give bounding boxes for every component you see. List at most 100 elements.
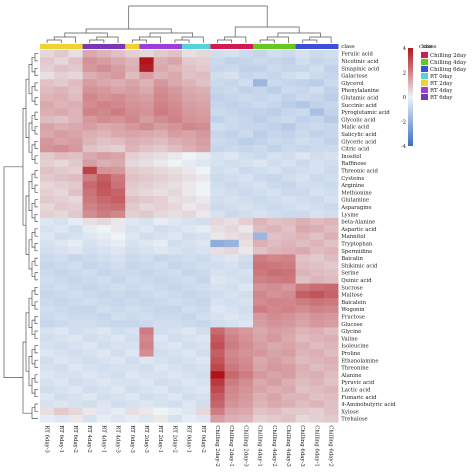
heatmap-cell bbox=[82, 203, 98, 211]
heatmap-cell bbox=[153, 261, 169, 270]
heatmap-cell bbox=[253, 108, 268, 116]
heatmap-cell bbox=[295, 203, 311, 211]
heatmap-cell bbox=[196, 57, 211, 65]
heatmap-cell bbox=[253, 86, 268, 95]
heatmap-cell bbox=[111, 130, 126, 138]
heatmap-cell bbox=[324, 232, 339, 241]
heatmap-cell bbox=[238, 269, 254, 277]
heatmap-cell bbox=[295, 232, 311, 241]
heatmap-cell bbox=[139, 312, 154, 321]
heatmap-cell bbox=[253, 174, 268, 182]
heatmap-cell bbox=[40, 217, 55, 226]
heatmap-cell bbox=[196, 232, 211, 241]
heatmap-cell bbox=[125, 181, 140, 189]
heatmap-cell bbox=[309, 371, 325, 379]
heatmap-cell bbox=[210, 378, 225, 387]
class-legend-swatch bbox=[421, 52, 428, 58]
heatmap-cell bbox=[210, 144, 225, 153]
heatmap-cell bbox=[196, 152, 211, 160]
heatmap-cell bbox=[210, 86, 225, 95]
heatmap-cell bbox=[68, 123, 83, 131]
heatmap-cell bbox=[309, 334, 325, 343]
heatmap-cell bbox=[238, 312, 254, 321]
heatmap-cell bbox=[196, 349, 211, 357]
heatmap-cell bbox=[210, 196, 225, 204]
heatmap-cell bbox=[196, 363, 211, 372]
heatmap-cell bbox=[68, 283, 83, 292]
heatmap-cell bbox=[238, 247, 254, 255]
heatmap-cell bbox=[82, 93, 98, 102]
heatmap-cell bbox=[196, 79, 211, 87]
heatmap-cell bbox=[210, 349, 225, 357]
heatmap-cell bbox=[125, 64, 140, 73]
heatmap-cell bbox=[153, 334, 169, 343]
heatmap-cell bbox=[167, 159, 183, 168]
heatmap-cell bbox=[68, 232, 83, 241]
heatmap-cell bbox=[68, 159, 83, 168]
heatmap-cell bbox=[125, 196, 140, 204]
dendrogram-branch bbox=[25, 195, 29, 255]
heatmap-cell bbox=[167, 57, 183, 65]
heatmap-cell bbox=[196, 261, 211, 270]
heatmap-cell bbox=[82, 101, 98, 109]
heatmap-cell bbox=[309, 203, 325, 211]
dendrogram-branch bbox=[64, 32, 108, 37]
class-legend-label: RT 0day bbox=[430, 74, 453, 80]
heatmap-cell bbox=[125, 152, 140, 160]
heatmap-cell bbox=[210, 312, 225, 321]
heatmap-cell bbox=[40, 247, 55, 255]
heatmap-cell bbox=[253, 393, 268, 401]
heatmap-cell bbox=[82, 269, 98, 277]
heatmap-cell bbox=[153, 407, 169, 416]
heatmap-cell bbox=[295, 174, 311, 182]
heatmap-cell bbox=[125, 203, 140, 211]
heatmap-cell bbox=[224, 247, 240, 255]
heatmap-cell bbox=[324, 298, 339, 306]
heatmap-cell bbox=[210, 210, 225, 219]
heatmap-cell bbox=[111, 247, 126, 255]
dendrogram-branch bbox=[34, 243, 38, 252]
heatmap-cell bbox=[196, 407, 211, 416]
heatmap-cell bbox=[82, 64, 98, 73]
heatmap-cell bbox=[196, 123, 211, 131]
heatmap-cell bbox=[40, 334, 55, 343]
heatmap-cell bbox=[281, 159, 296, 168]
heatmap-cell bbox=[111, 320, 126, 328]
heatmap-cell bbox=[182, 385, 197, 394]
heatmap-cell bbox=[139, 393, 154, 401]
heatmap-cell bbox=[96, 327, 112, 335]
dendrogram-branch bbox=[34, 286, 38, 295]
dendrogram-branch bbox=[22, 341, 32, 414]
heatmap-cell bbox=[96, 130, 112, 138]
heatmap-cell bbox=[139, 130, 154, 138]
heatmap-cell bbox=[281, 305, 296, 314]
row-label: Trehalose bbox=[341, 417, 368, 423]
class-legend-label: RT 2day bbox=[430, 81, 453, 87]
heatmap-cell bbox=[40, 166, 55, 175]
heatmap-cell bbox=[196, 290, 211, 299]
heatmap-cell bbox=[238, 64, 254, 73]
heatmap-cell bbox=[111, 159, 126, 168]
heatmap-cell bbox=[210, 166, 225, 175]
class-bar-label: class bbox=[341, 44, 355, 50]
heatmap-cell bbox=[40, 312, 55, 321]
heatmap-cell bbox=[153, 363, 169, 372]
heatmap-cell bbox=[210, 217, 225, 226]
heatmap-cell bbox=[281, 269, 296, 277]
heatmap-cell bbox=[82, 130, 98, 138]
heatmap-cell bbox=[153, 137, 169, 146]
heatmap-cell bbox=[196, 64, 211, 73]
heatmap-cell bbox=[40, 407, 55, 416]
heatmap-cell bbox=[125, 188, 140, 197]
heatmap-cell bbox=[295, 166, 311, 175]
heatmap-cell bbox=[153, 115, 169, 124]
heatmap-cell bbox=[167, 327, 183, 335]
dendrogram-branch bbox=[34, 67, 38, 76]
column-label: RT 6day-2 bbox=[72, 425, 78, 453]
heatmap-cell bbox=[111, 334, 126, 343]
heatmap-cell bbox=[40, 123, 55, 131]
heatmap-cell bbox=[224, 152, 240, 160]
heatmap-cell bbox=[153, 415, 169, 423]
heatmap-cell bbox=[238, 327, 254, 335]
heatmap-cell bbox=[40, 415, 55, 423]
